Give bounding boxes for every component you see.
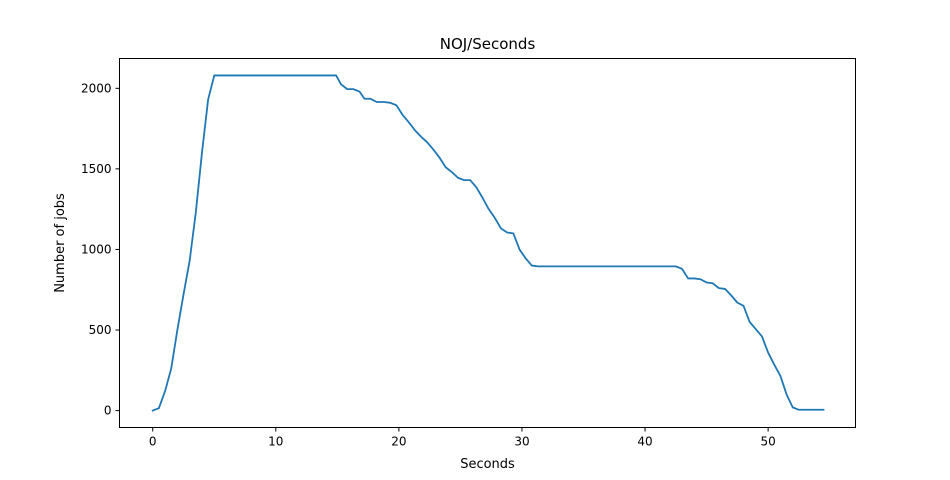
x-tick-label: 40: [637, 435, 652, 449]
x-tick-label: 20: [391, 435, 406, 449]
y-tick-label: 2000: [81, 81, 112, 95]
y-tick-label: 500: [89, 323, 112, 337]
y-tick-label: 1000: [81, 242, 112, 256]
x-tick-label: 10: [268, 435, 283, 449]
y-tick-label: 0: [104, 404, 112, 418]
x-tick-label: 50: [760, 435, 775, 449]
y-axis-title: Number of jobs: [53, 193, 68, 293]
x-tick-label: 30: [514, 435, 529, 449]
y-tick-label: 1500: [81, 162, 112, 176]
series-line: [151, 74, 825, 412]
chart-title: NOJ/Seconds: [440, 35, 536, 53]
x-axis-title: Seconds: [460, 457, 515, 472]
x-tick-label: 0: [149, 435, 157, 449]
plot-frame: [119, 58, 856, 428]
